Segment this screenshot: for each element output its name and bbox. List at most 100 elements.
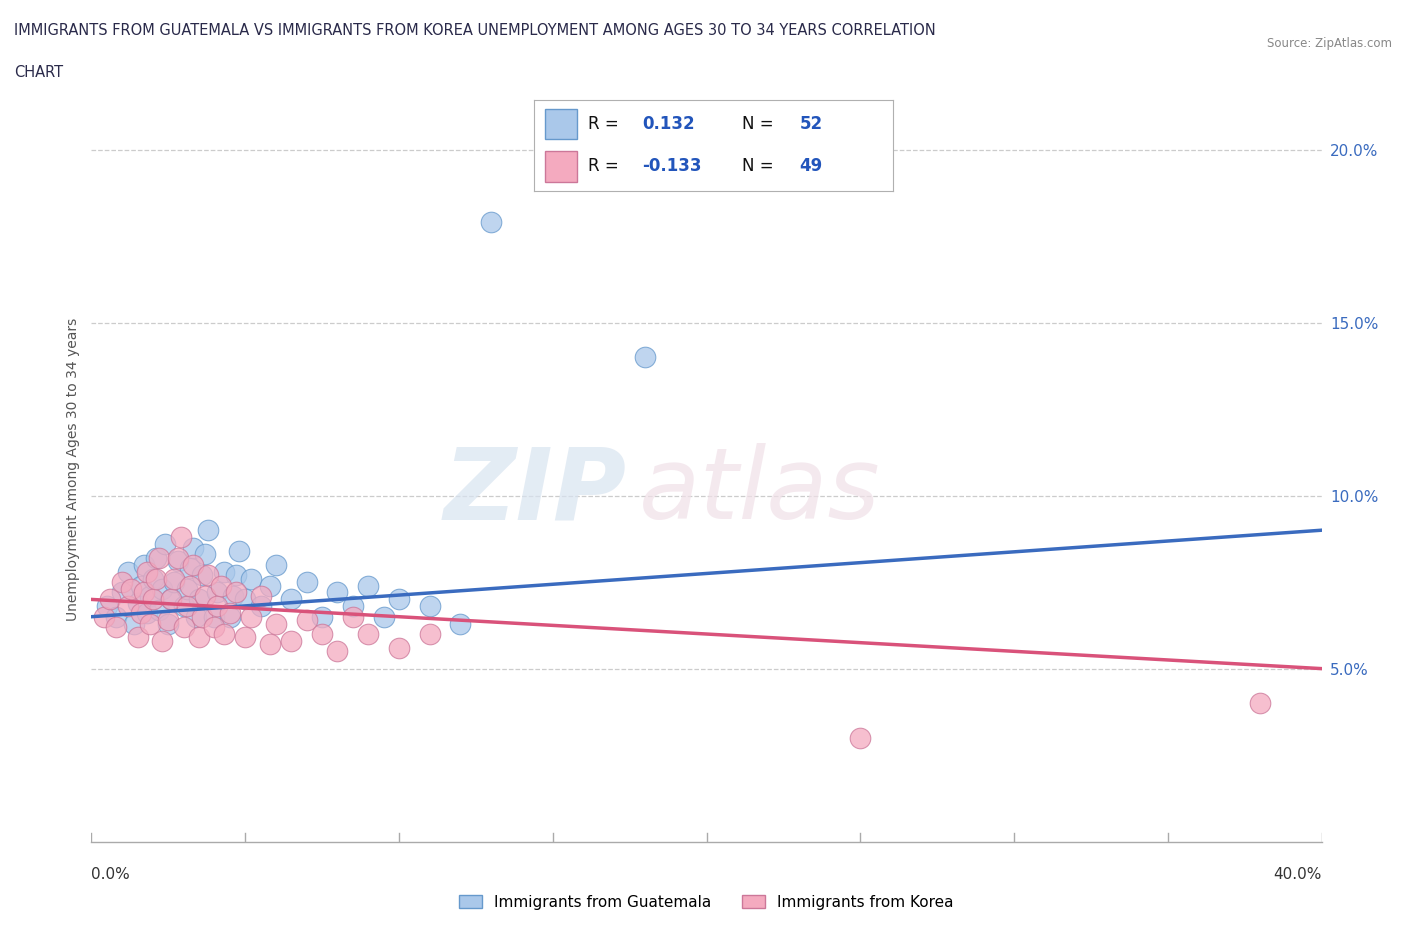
Point [105, 619, 127, 634]
Point [191, 609, 214, 624]
Point [212, 627, 235, 642]
Point [176, 581, 198, 596]
Point [179, 578, 201, 593]
Point [419, 599, 441, 614]
Point [280, 592, 302, 607]
Text: N =: N = [742, 157, 773, 175]
Point [129, 605, 152, 620]
Text: IMMIGRANTS FROM GUATEMALA VS IMMIGRANTS FROM KOREA UNEMPLOYMENT AMONG AGES 30 TO: IMMIGRANTS FROM GUATEMALA VS IMMIGRANTS … [14, 23, 936, 38]
Point [1249, 696, 1271, 711]
Point [181, 540, 204, 555]
Point [449, 617, 471, 631]
Point [342, 599, 364, 614]
Point [150, 633, 173, 648]
Point [117, 565, 139, 579]
Point [295, 613, 318, 628]
Point [233, 592, 256, 607]
Text: N =: N = [742, 115, 773, 133]
Point [264, 617, 287, 631]
Point [142, 571, 165, 586]
Point [145, 551, 167, 565]
Point [135, 565, 157, 579]
Point [132, 585, 155, 600]
Point [326, 585, 349, 600]
Text: Source: ZipAtlas.com: Source: ZipAtlas.com [1267, 37, 1392, 50]
Point [218, 605, 240, 620]
Text: 0.132: 0.132 [641, 115, 695, 133]
Point [194, 547, 217, 562]
Point [212, 565, 235, 579]
Point [166, 554, 188, 569]
Point [209, 578, 232, 593]
Point [264, 557, 287, 572]
Point [225, 585, 247, 600]
Point [388, 592, 411, 607]
Point [249, 599, 271, 614]
Point [173, 599, 195, 614]
Point [173, 619, 195, 634]
Point [419, 627, 441, 642]
Point [163, 575, 186, 590]
Point [179, 561, 201, 576]
Point [145, 571, 167, 586]
Point [139, 589, 162, 604]
Point [222, 589, 245, 604]
Point [311, 627, 333, 642]
Point [111, 575, 134, 590]
Point [117, 599, 139, 614]
Point [207, 599, 229, 614]
Text: ZIP: ZIP [443, 444, 627, 540]
Point [157, 613, 180, 628]
Point [388, 641, 411, 656]
Point [228, 543, 250, 558]
Point [148, 551, 170, 565]
Point [176, 599, 198, 614]
Point [295, 575, 318, 590]
Point [181, 557, 204, 572]
Text: atlas: atlas [638, 444, 880, 540]
Point [188, 592, 211, 607]
Point [184, 609, 207, 624]
Point [191, 567, 214, 582]
Point [163, 571, 186, 586]
Point [153, 537, 177, 551]
FancyBboxPatch shape [546, 109, 578, 139]
Point [225, 567, 247, 582]
Point [96, 599, 118, 614]
Point [127, 595, 149, 610]
Point [218, 609, 240, 624]
Point [249, 589, 271, 604]
Point [342, 609, 364, 624]
Point [357, 627, 380, 642]
Point [160, 592, 183, 607]
Point [240, 609, 263, 624]
Point [259, 637, 281, 652]
Point [139, 617, 162, 631]
Point [166, 551, 188, 565]
Point [148, 603, 170, 618]
Text: R =: R = [588, 115, 619, 133]
Point [93, 609, 115, 624]
Legend: Immigrants from Guatemala, Immigrants from Korea: Immigrants from Guatemala, Immigrants fr… [453, 888, 960, 916]
Point [127, 630, 149, 644]
Point [202, 609, 225, 624]
Point [357, 578, 380, 593]
Text: R =: R = [588, 157, 619, 175]
Point [188, 630, 211, 644]
Point [373, 609, 395, 624]
Point [142, 592, 165, 607]
Point [259, 578, 281, 593]
Point [634, 350, 657, 365]
FancyBboxPatch shape [546, 152, 578, 181]
Point [233, 630, 256, 644]
Point [157, 617, 180, 631]
Point [120, 581, 142, 596]
Point [849, 730, 872, 745]
Text: 49: 49 [800, 157, 823, 175]
Point [197, 523, 219, 538]
Point [124, 617, 146, 631]
Point [326, 644, 349, 658]
Point [150, 581, 173, 596]
Point [479, 215, 502, 230]
Point [135, 605, 157, 620]
